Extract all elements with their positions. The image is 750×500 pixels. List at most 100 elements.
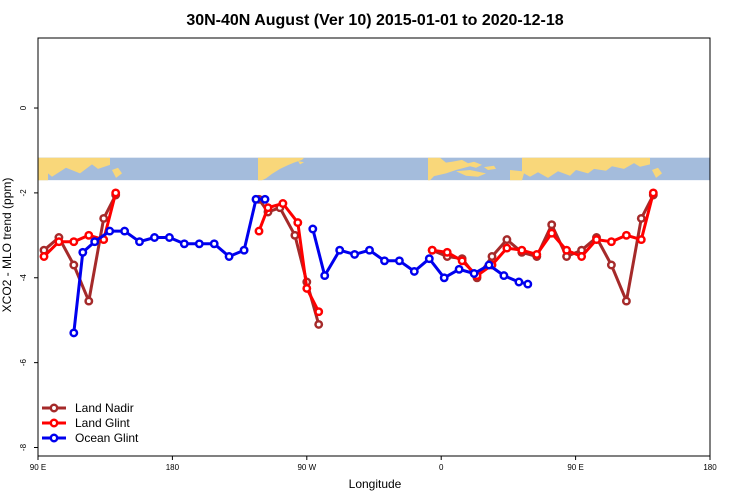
data-point: [302, 283, 312, 293]
data-point: [606, 260, 616, 270]
y-tick-label: 0: [19, 105, 28, 110]
data-point: [547, 228, 557, 238]
legend-label: Land Glint: [75, 416, 130, 430]
data-point: [636, 213, 646, 223]
world-map-strip: [38, 157, 710, 181]
data-point: [84, 296, 94, 306]
data-point: [517, 245, 527, 255]
data-point: [179, 239, 189, 249]
data-point: [532, 249, 542, 259]
data-point: [260, 194, 270, 204]
data-point: [209, 239, 219, 249]
legend-marker: [49, 433, 59, 443]
x-tick-label: 90 E: [567, 463, 583, 472]
axis-ticks: 90 E 180 90 W 0 90 E 180 0 -2 -4 -6 -8: [19, 105, 717, 472]
map-land: [522, 157, 650, 181]
data-point: [293, 218, 303, 228]
data-point: [621, 296, 631, 306]
map-land: [428, 157, 482, 181]
legend-label: Land Nadir: [75, 401, 134, 415]
data-point: [621, 230, 631, 240]
data-point: [424, 254, 434, 264]
data-point: [278, 199, 288, 208]
y-tick-label: -6: [19, 359, 28, 367]
series-line: [311, 228, 529, 286]
data-point: [562, 245, 572, 255]
data-point: [442, 247, 452, 257]
data-point: [409, 266, 419, 276]
data-point: [427, 245, 437, 255]
data-point: [320, 271, 330, 281]
plot-frame: [37, 37, 711, 457]
data-point: [263, 203, 273, 213]
data-point: [99, 213, 109, 223]
legend-item: Ocean Glint: [42, 431, 139, 445]
x-tick-label: 180: [703, 463, 717, 472]
data-point: [120, 226, 130, 236]
data-point: [224, 252, 234, 261]
data-point: [135, 237, 144, 247]
series-line: [431, 192, 655, 278]
data-point: [290, 230, 300, 240]
data-point: [454, 264, 464, 274]
data-point: [606, 237, 616, 247]
data-point: [502, 243, 512, 253]
data-point: [84, 230, 94, 240]
data-point: [457, 256, 467, 266]
map-land: [38, 157, 110, 177]
data-point: [39, 252, 49, 261]
data-point: [469, 269, 479, 278]
series-line: [257, 198, 321, 325]
chart-title: 30N-40N August (Ver 10) 2015-01-01 to 20…: [186, 12, 563, 29]
series-layer: [39, 188, 658, 338]
map-land: [298, 161, 304, 165]
data-point: [592, 235, 601, 245]
map-land: [38, 164, 48, 181]
data-point: [350, 249, 360, 259]
data-point: [547, 220, 557, 230]
data-point: [111, 188, 121, 198]
data-point: [648, 188, 658, 198]
map-land: [258, 157, 304, 181]
x-tick-label: 90 W: [297, 463, 316, 472]
data-point: [577, 252, 587, 261]
x-tick-label: 0: [439, 463, 444, 472]
data-point: [514, 277, 524, 287]
y-tick-label: -2: [19, 189, 28, 197]
series-land-nadir: [39, 190, 658, 329]
y-tick-label: -4: [19, 274, 28, 282]
map-land: [484, 165, 496, 170]
data-point: [69, 237, 79, 247]
series-line: [257, 202, 321, 313]
data-point: [69, 328, 79, 338]
data-point: [523, 279, 533, 289]
series-land-glint: [39, 188, 658, 317]
data-point: [314, 307, 324, 317]
data-point: [150, 233, 159, 242]
x-axis-label: Longitude: [349, 477, 402, 491]
data-point: [502, 235, 512, 245]
data-point: [439, 273, 449, 283]
data-point: [54, 237, 64, 247]
legend-item: Land Nadir: [42, 401, 134, 415]
data-point: [499, 271, 509, 281]
data-point: [335, 245, 345, 255]
x-tick-label: 90 E: [30, 463, 46, 472]
data-point: [254, 226, 264, 236]
x-tick-label: 180: [166, 463, 180, 472]
data-point: [484, 260, 494, 270]
map-land: [510, 170, 522, 181]
data-point: [164, 233, 174, 242]
legend-marker: [49, 418, 59, 428]
map-land: [652, 167, 662, 178]
data-point: [308, 224, 318, 234]
y-tick-label: -8: [19, 443, 28, 451]
data-point: [314, 319, 324, 329]
data-point: [194, 239, 204, 249]
data-point: [365, 245, 374, 255]
y-axis-label: XCO2 - MLO trend (ppm): [0, 178, 14, 313]
legend-marker: [49, 403, 59, 413]
legend-label: Ocean Glint: [75, 431, 139, 445]
